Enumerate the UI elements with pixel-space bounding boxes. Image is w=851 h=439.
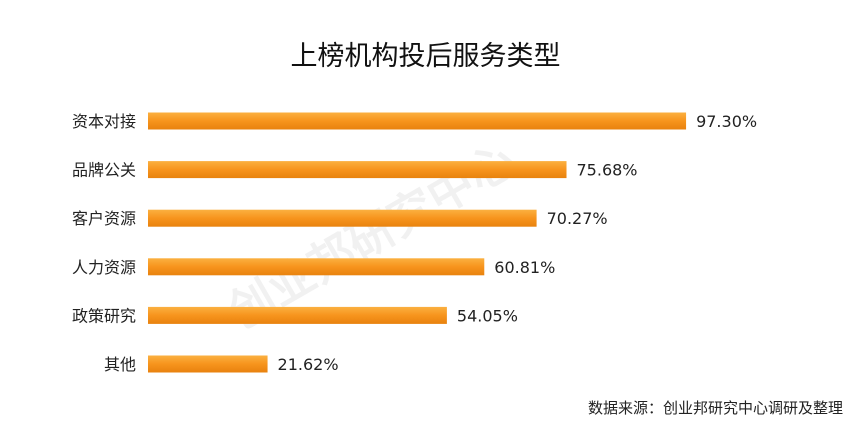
value-label: 54.05% <box>457 306 518 325</box>
category-label: 品牌公关 <box>72 161 136 180</box>
bar <box>148 306 447 324</box>
category-label: 其他 <box>104 355 136 374</box>
category-label: 人力资源 <box>72 258 136 277</box>
bar <box>148 161 567 179</box>
bar <box>148 209 537 227</box>
value-label: 60.81% <box>494 258 555 277</box>
category-label: 客户资源 <box>72 209 136 228</box>
value-label: 75.68% <box>577 161 638 180</box>
category-label: 政策研究 <box>72 306 136 325</box>
category-label: 资本对接 <box>72 112 136 131</box>
value-label: 97.30% <box>696 112 757 131</box>
chart-title: 上榜机构投后服务类型 <box>290 41 561 72</box>
bar <box>148 258 485 276</box>
bar <box>148 112 687 130</box>
bar <box>148 355 268 373</box>
source-note: 数据来源：创业邦研究中心调研及整理 <box>587 399 843 417</box>
value-label: 70.27% <box>547 209 608 228</box>
value-label: 21.62% <box>278 355 339 374</box>
